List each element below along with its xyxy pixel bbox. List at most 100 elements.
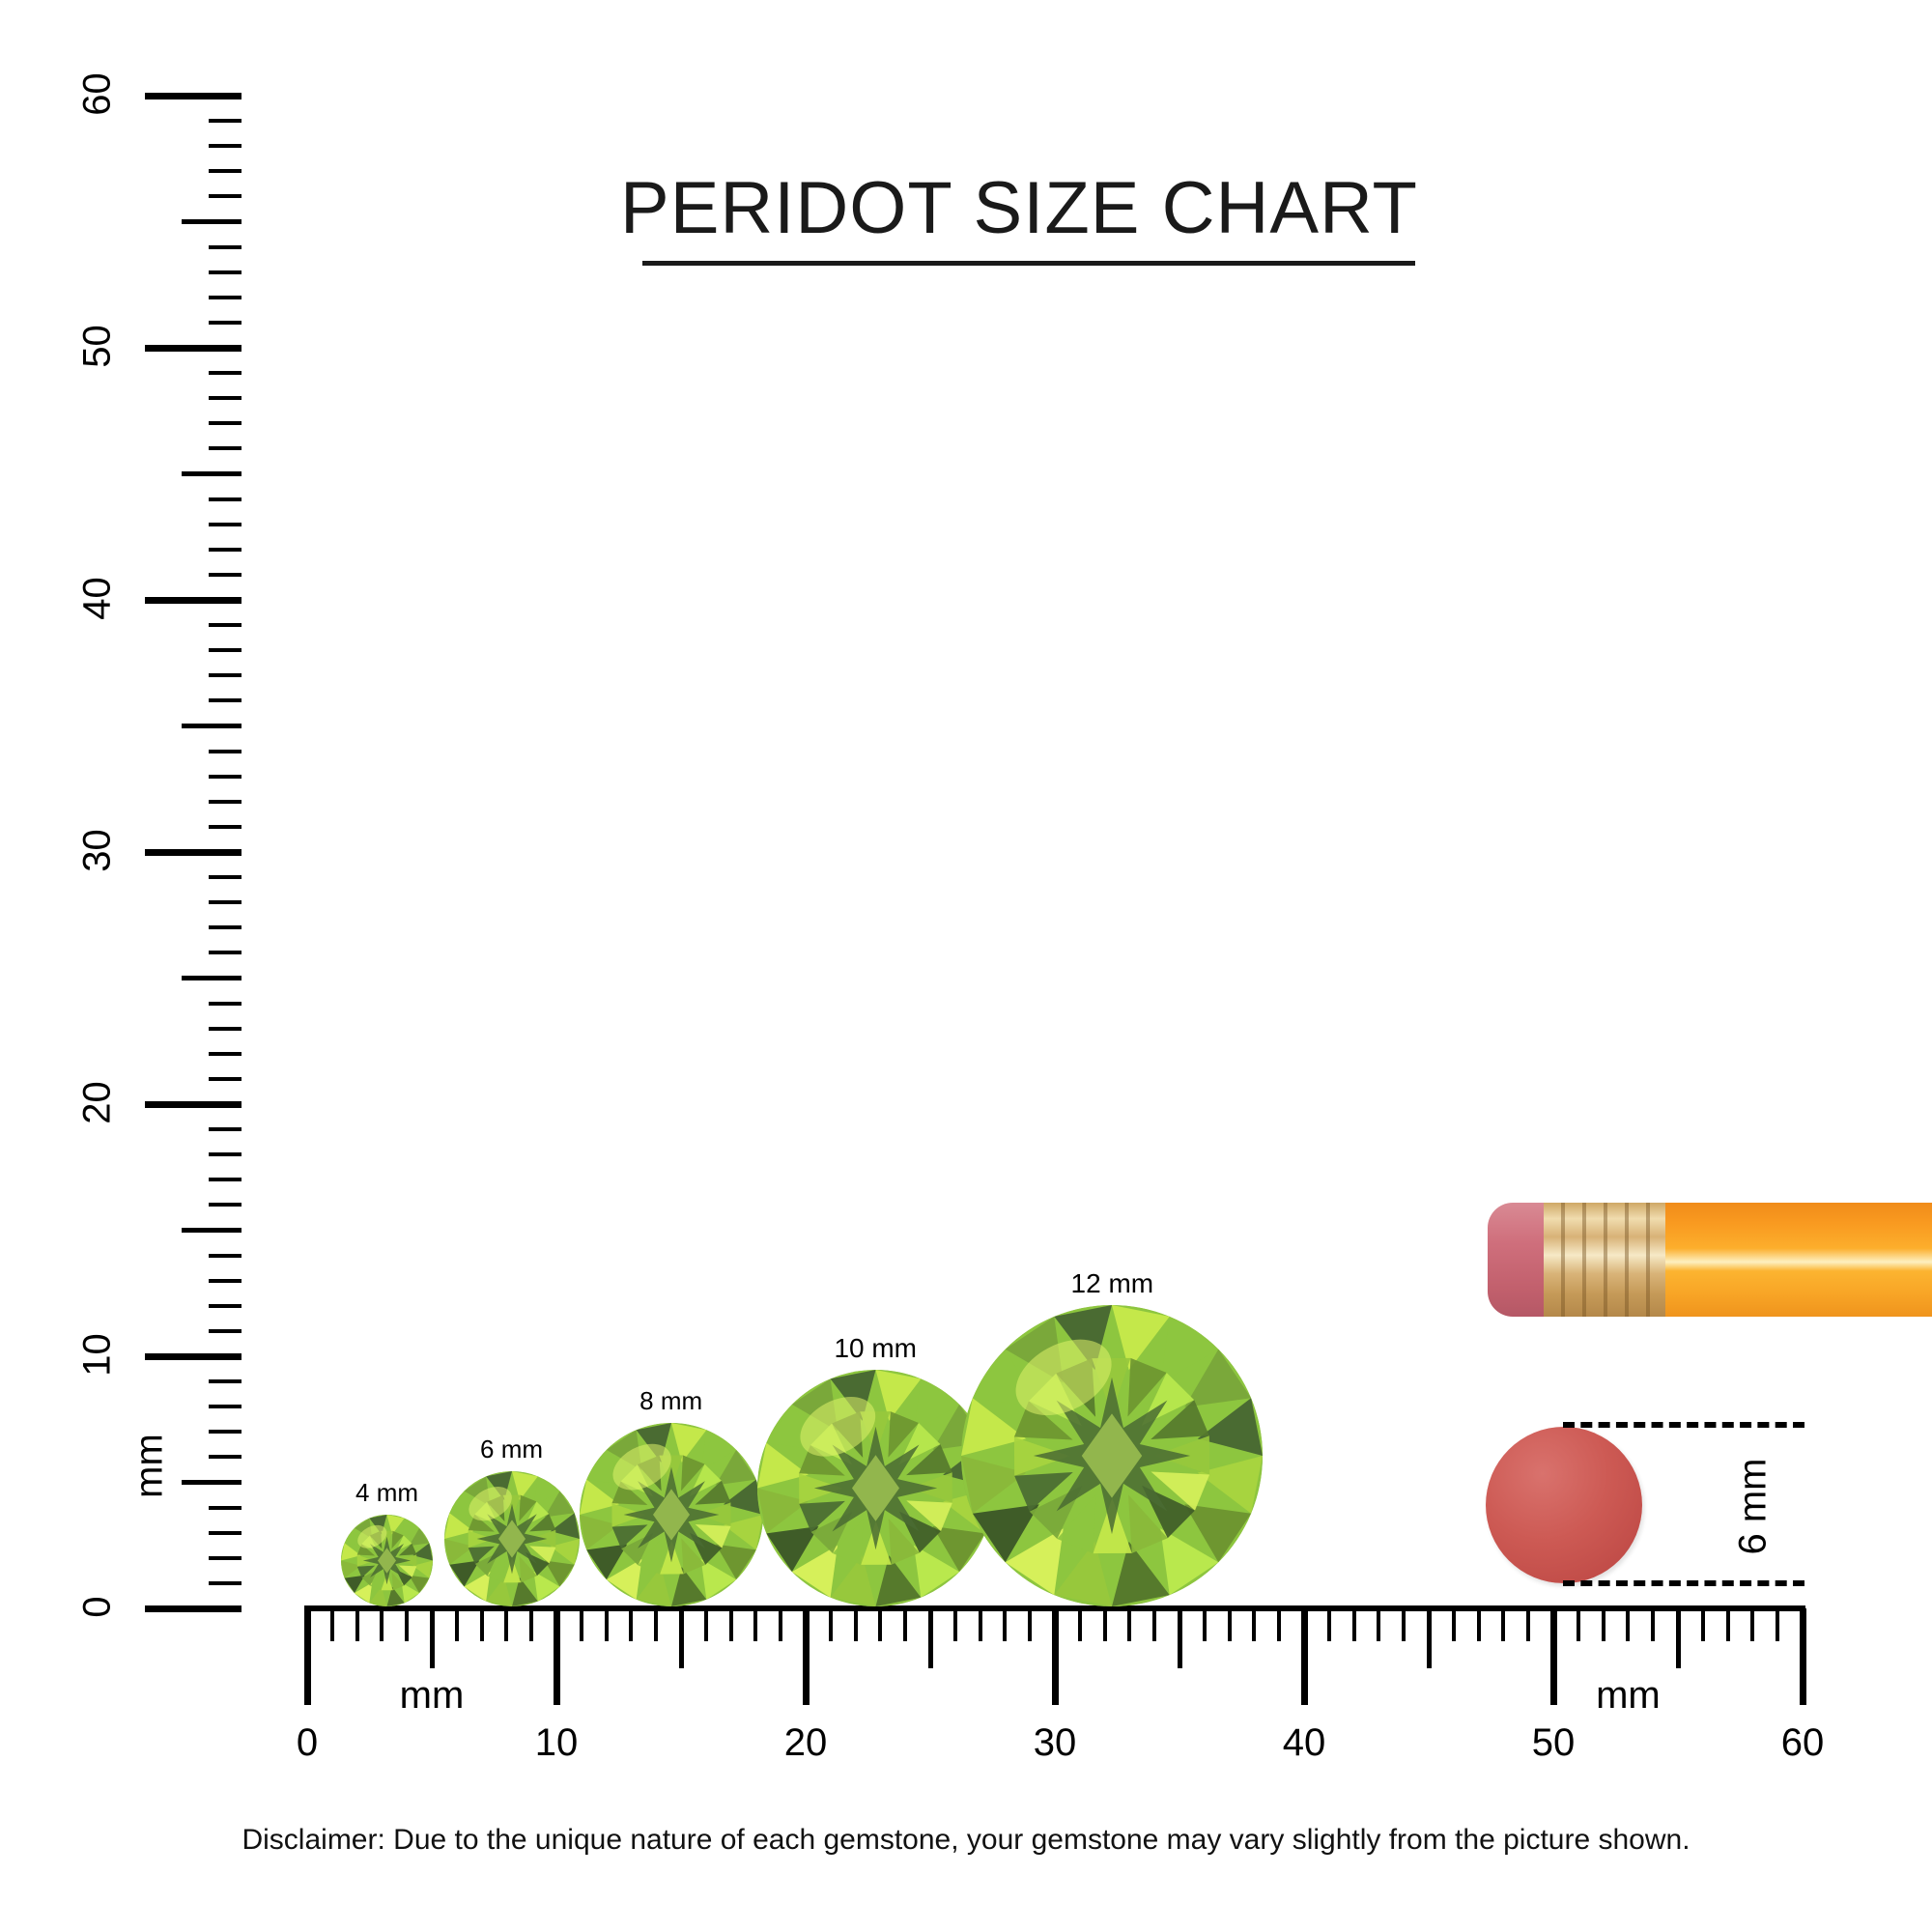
vertical-ruler-tick xyxy=(209,1405,242,1409)
horizontal-ruler-tick xyxy=(1526,1608,1531,1641)
gem-facet-pattern-icon xyxy=(341,1515,434,1606)
vertical-ruler-tick xyxy=(145,848,242,856)
vertical-ruler-tick xyxy=(209,295,242,299)
eraser-disc-reference xyxy=(1486,1427,1642,1583)
horizontal-ruler-label: 10 xyxy=(534,1721,579,1764)
vertical-ruler-tick xyxy=(209,1303,242,1308)
horizontal-ruler-tick xyxy=(479,1608,484,1641)
horizontal-ruler-tick xyxy=(380,1608,384,1641)
horizontal-ruler-tick xyxy=(728,1608,733,1641)
horizontal-ruler-tick xyxy=(1750,1608,1755,1641)
horizontal-ruler-tick xyxy=(1077,1608,1082,1641)
vertical-ruler-tick xyxy=(209,169,242,174)
vertical-ruler-tick xyxy=(145,1352,242,1360)
vertical-ruler-tick xyxy=(209,1026,242,1031)
horizontal-ruler-tick xyxy=(1177,1608,1182,1668)
pencil-body-icon xyxy=(1665,1203,1932,1317)
vertical-ruler-tick xyxy=(209,749,242,753)
vertical-ruler-tick xyxy=(145,1605,242,1612)
vertical-ruler-tick xyxy=(209,1178,242,1182)
gem-label-6mm: 6 mm xyxy=(480,1435,544,1463)
pencil-eraser-cap-icon xyxy=(1488,1203,1548,1317)
horizontal-ruler-tick xyxy=(1003,1608,1008,1641)
vertical-ruler-tick xyxy=(209,774,242,779)
vertical-ruler-label: 60 xyxy=(75,72,119,116)
horizontal-ruler-tick xyxy=(878,1608,883,1641)
horizontal-ruler-tick xyxy=(553,1608,560,1705)
vertical-ruler-tick xyxy=(209,1430,242,1435)
horizontal-ruler-tick xyxy=(329,1608,334,1641)
vertical-ruler-tick xyxy=(209,547,242,552)
horizontal-ruler-tick xyxy=(1351,1608,1356,1641)
vertical-ruler-tick xyxy=(209,119,242,124)
vertical-ruler-tick xyxy=(209,497,242,501)
vertical-ruler-tick xyxy=(145,344,242,352)
horizontal-ruler-tick xyxy=(1277,1608,1282,1641)
horizontal-ruler-tick xyxy=(1576,1608,1580,1641)
vertical-ruler-label: 20 xyxy=(75,1081,119,1124)
vertical-ruler-tick xyxy=(209,648,242,653)
vertical-ruler-tick xyxy=(209,1152,242,1157)
vertical-ruler-tick xyxy=(209,623,242,628)
horizontal-ruler-tick xyxy=(579,1608,583,1641)
vertical-ruler-tick xyxy=(182,471,242,476)
horizontal-ruler-tick xyxy=(529,1608,534,1641)
vertical-ruler-label: 10 xyxy=(75,1333,119,1377)
gem-facet-pattern-icon xyxy=(961,1305,1264,1606)
horizontal-ruler-tick xyxy=(1127,1608,1132,1641)
horizontal-ruler-tick xyxy=(1252,1608,1257,1641)
vertical-ruler-tick xyxy=(209,572,242,577)
title-underline xyxy=(642,261,1415,266)
horizontal-ruler-tick xyxy=(952,1608,957,1641)
vertical-ruler-tick xyxy=(209,925,242,930)
horizontal-ruler-tick xyxy=(1799,1608,1806,1705)
gem-8mm xyxy=(579,1423,763,1606)
horizontal-ruler-tick xyxy=(1700,1608,1705,1641)
horizontal-ruler-tick xyxy=(1601,1608,1605,1641)
horizontal-ruler-tick xyxy=(1102,1608,1107,1641)
horizontal-ruler-tick xyxy=(429,1608,435,1668)
pencil-reference xyxy=(1488,1203,1932,1317)
horizontal-ruler-tick xyxy=(1426,1608,1432,1668)
vertical-ruler-tick xyxy=(209,1203,242,1208)
vertical-ruler-tick xyxy=(209,875,242,880)
eraser-size-label: 6 mm xyxy=(1731,1458,1775,1555)
vertical-ruler-tick xyxy=(182,1228,242,1233)
vertical-ruler-label: 40 xyxy=(75,577,119,620)
vertical-ruler-label: 50 xyxy=(75,325,119,368)
vertical-ruler-tick xyxy=(209,1530,242,1535)
gem-label-10mm: 10 mm xyxy=(834,1333,918,1363)
gem-facet-pattern-icon xyxy=(579,1423,763,1606)
vertical-ruler-tick xyxy=(209,1328,242,1333)
gem-facet-pattern-icon xyxy=(756,1370,994,1606)
horizontal-ruler-label: 20 xyxy=(783,1721,828,1764)
horizontal-ruler-tick xyxy=(1501,1608,1506,1641)
horizontal-ruler-tick xyxy=(1300,1608,1308,1705)
horizontal-ruler-tick xyxy=(1725,1608,1730,1641)
horizontal-ruler-tick xyxy=(504,1608,509,1641)
vertical-ruler-label: 30 xyxy=(75,829,119,872)
vertical-ruler-tick xyxy=(209,320,242,325)
horizontal-ruler-tick xyxy=(1476,1608,1481,1641)
horizontal-ruler-tick xyxy=(629,1608,634,1641)
vertical-ruler-tick xyxy=(209,1379,242,1384)
horizontal-ruler-tick xyxy=(1028,1608,1033,1641)
vertical-ruler-tick xyxy=(209,900,242,905)
vertical-ruler-tick xyxy=(209,1455,242,1460)
horizontal-ruler-tick xyxy=(1402,1608,1406,1641)
gem-label-12mm: 12 mm xyxy=(1070,1268,1154,1298)
horizontal-ruler-tick xyxy=(1227,1608,1232,1641)
gem-6mm xyxy=(443,1471,580,1606)
horizontal-ruler-tick xyxy=(1451,1608,1456,1641)
callout-dash-bottom xyxy=(1563,1580,1804,1586)
page-title: PERIDOT SIZE CHART xyxy=(620,167,1418,249)
horizontal-ruler-tick xyxy=(1202,1608,1207,1641)
horizontal-ruler-label: 60 xyxy=(1780,1721,1825,1764)
vertical-ruler-tick xyxy=(209,144,242,149)
horizontal-ruler-tick xyxy=(303,1608,311,1705)
vertical-ruler-tick xyxy=(209,396,242,401)
vertical-ruler-tick xyxy=(209,673,242,678)
horizontal-ruler-tick xyxy=(405,1608,410,1641)
gem-label-8mm: 8 mm xyxy=(639,1386,703,1415)
